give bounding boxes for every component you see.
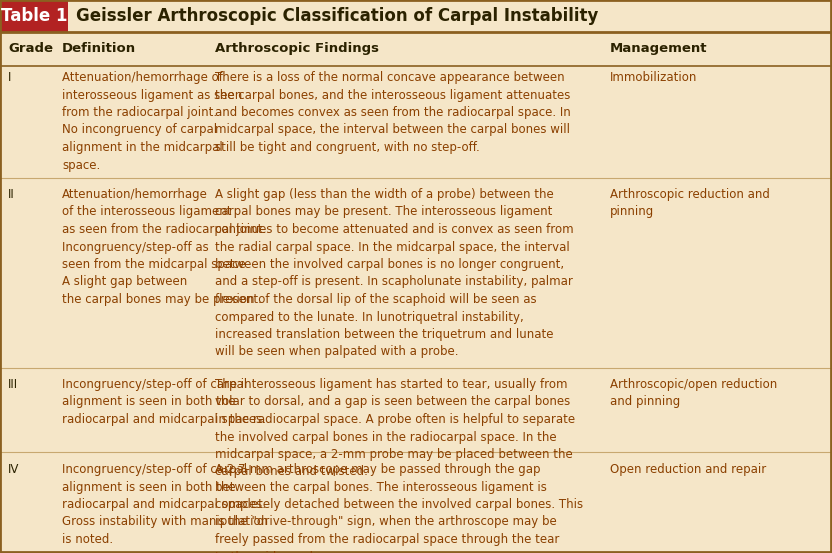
Text: I: I <box>8 71 12 84</box>
Text: Attenuation/hemorrhage of
interosseous ligament as seen
from the radiocarpal joi: Attenuation/hemorrhage of interosseous l… <box>62 71 242 171</box>
Text: The interosseous ligament has started to tear, usually from
volar to dorsal, and: The interosseous ligament has started to… <box>215 378 575 478</box>
Text: Management: Management <box>610 42 707 55</box>
Text: Grade: Grade <box>8 42 53 55</box>
Bar <box>0 0 68 32</box>
Text: IV: IV <box>8 463 19 476</box>
Text: Arthroscopic reduction and
pinning: Arthroscopic reduction and pinning <box>610 188 770 218</box>
Text: Incongruency/step-off of carpal
alignment is seen in both the
radiocarpal and mi: Incongruency/step-off of carpal alignmen… <box>62 463 268 546</box>
Text: Arthroscopic/open reduction
and pinning: Arthroscopic/open reduction and pinning <box>610 378 777 409</box>
Bar <box>68 0 832 32</box>
Text: There is a loss of the normal concave appearance between
the carpal bones, and t: There is a loss of the normal concave ap… <box>215 71 571 154</box>
Text: Immobilization: Immobilization <box>610 71 697 84</box>
Text: Open reduction and repair: Open reduction and repair <box>610 463 766 476</box>
Text: A slight gap (less than the width of a probe) between the
carpal bones may be pr: A slight gap (less than the width of a p… <box>215 188 573 358</box>
Text: Arthroscopic Findings: Arthroscopic Findings <box>215 42 379 55</box>
Text: Definition: Definition <box>62 42 136 55</box>
Text: Incongruency/step-off of carpal
alignment is seen in both the
radiocarpal and mi: Incongruency/step-off of carpal alignmen… <box>62 378 266 426</box>
Text: Geissler Arthroscopic Classification of Carpal Instability: Geissler Arthroscopic Classification of … <box>76 7 598 25</box>
Text: Table 1: Table 1 <box>1 7 67 25</box>
Text: II: II <box>8 188 15 201</box>
Text: III: III <box>8 378 18 391</box>
Text: Attenuation/hemorrhage
of the interosseous ligament
as seen from the radiocarpal: Attenuation/hemorrhage of the interosseo… <box>62 188 266 306</box>
Text: A 2.7-mm arthroscope may be passed through the gap
between the carpal bones. The: A 2.7-mm arthroscope may be passed throu… <box>215 463 583 553</box>
